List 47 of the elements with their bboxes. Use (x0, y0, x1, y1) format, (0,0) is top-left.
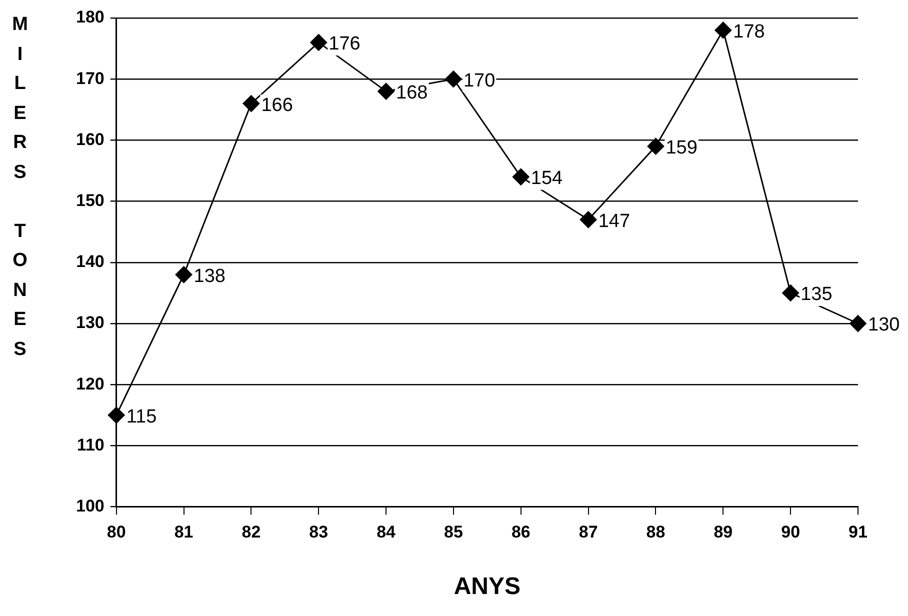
data-label: 166 (261, 94, 293, 116)
x-tick-label: 85 (444, 522, 463, 542)
x-tick-label: 90 (781, 522, 800, 542)
point (108, 406, 125, 424)
data-label: 154 (530, 168, 564, 190)
point (512, 168, 530, 186)
y-tick-label: 170 (76, 68, 104, 88)
data-label: 159 (666, 138, 698, 159)
data-label: 147 (598, 210, 630, 232)
point (782, 284, 800, 302)
y-tick-label: 160 (76, 130, 104, 149)
y-tick-label: 150 (76, 190, 104, 210)
point (175, 266, 192, 284)
data-label: 178 (733, 21, 765, 42)
data-label: 115 (126, 406, 157, 428)
point (444, 70, 462, 88)
data-label: 176 (328, 34, 360, 55)
point (580, 211, 597, 228)
data-label: 168 (396, 82, 428, 104)
y-tick-label: 120 (76, 374, 104, 394)
x-tick-label: 80 (106, 522, 126, 542)
data-label: 135 (800, 284, 832, 306)
x-tick-label: 89 (714, 522, 733, 542)
data-label: 170 (463, 70, 496, 92)
x-tick-label: 81 (174, 522, 194, 542)
data-label: 138 (194, 266, 226, 287)
text: MILERS TONES (12, 14, 28, 360)
point (378, 82, 395, 100)
point (850, 315, 866, 332)
x-tick-label: 88 (646, 522, 666, 542)
point (310, 34, 328, 51)
y-tick-label: 130 (76, 313, 104, 332)
x-tick-label: 91 (848, 522, 868, 542)
point (242, 95, 260, 112)
y-tick-label: 100 (76, 496, 104, 516)
x-tick-label: 86 (511, 522, 530, 542)
data-label: 130 (868, 314, 900, 336)
x-tick-label: 87 (578, 522, 598, 542)
x-tick-label: 82 (242, 522, 261, 542)
x-axis-title: ANYS (454, 573, 521, 600)
y-tick-label: 140 (76, 252, 104, 272)
x-tick-label: 84 (376, 522, 396, 542)
point (714, 22, 732, 39)
point (647, 138, 664, 155)
y-tick-label: 180 (76, 8, 104, 27)
x-tick-label: 83 (309, 522, 328, 542)
y-tick-label: 110 (76, 435, 104, 454)
